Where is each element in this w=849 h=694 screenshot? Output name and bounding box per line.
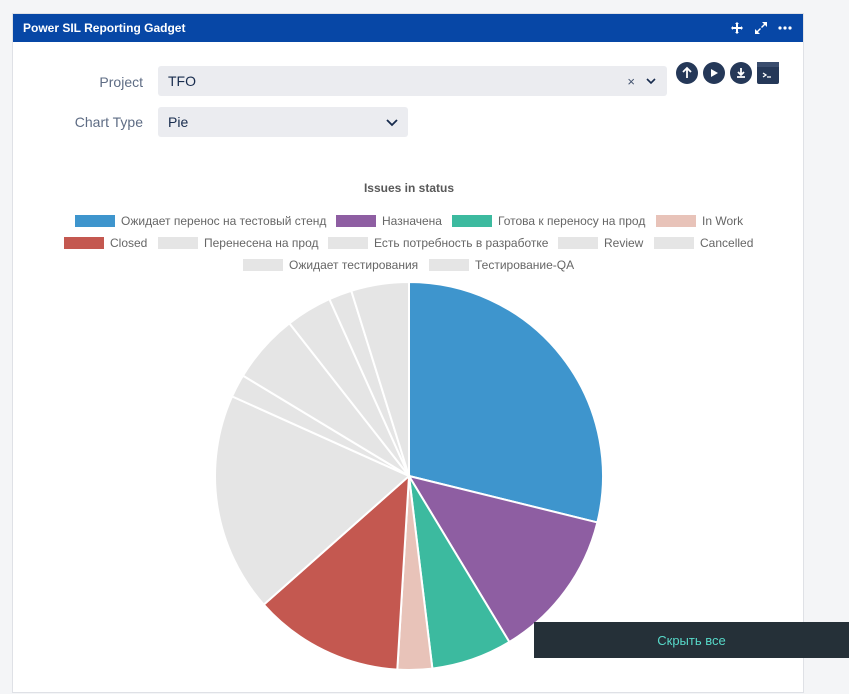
chart-title: Issues in status [363,181,455,195]
legend-item[interactable]: Назначена [336,214,442,228]
legend-label: Cancelled [700,236,754,250]
legend-label: Назначена [382,214,442,228]
legend-label: Ожидает перенос на тестовый стенд [121,214,327,228]
pie-slice[interactable] [287,297,410,477]
legend-item[interactable]: Ожидает перенос на тестовый стенд [75,214,326,228]
download-button[interactable] [730,62,752,84]
pie-slice[interactable] [406,474,599,644]
legend-swatch [158,237,198,249]
pie-slice[interactable] [408,475,511,670]
expand-icon[interactable] [753,20,769,36]
project-select[interactable]: TFO × [158,66,667,96]
chart-type-value: Pie [168,114,189,130]
gadget-title: Power SIL Reporting Gadget [23,21,186,35]
hide-all-button[interactable]: Скрыть все [534,622,849,658]
legend-swatch [328,237,368,249]
legend-item[interactable]: Closed [64,236,147,250]
legend-swatch [75,215,115,227]
hide-all-label: Скрыть все [657,632,726,648]
console-button[interactable] [757,62,779,84]
legend-label: Готова к переносу на прод [498,214,646,228]
move-icon[interactable] [729,20,745,36]
chart-type-select[interactable]: Pie [158,107,408,137]
legend-item[interactable]: Перенесена на прод [158,236,318,250]
legend-label: Тестирование-QA [475,258,575,272]
legend-label: Closed [110,236,148,250]
pie-slice[interactable] [328,289,410,477]
pie-slice[interactable] [396,475,434,671]
gadget-header: Power SIL Reporting Gadget [13,14,803,42]
legend-swatch [452,215,492,227]
chevron-down-icon[interactable] [645,75,657,87]
pie-slice[interactable] [214,395,411,607]
legend-item[interactable]: Review [558,236,643,250]
legend-label: Перенесена на прод [204,236,319,250]
pie-slice[interactable] [241,321,410,477]
legend-swatch [429,259,469,271]
legend-label: Есть потребность в разработке [374,236,549,250]
legend-swatch [656,215,696,227]
legend-label: Ожидает тестирования [289,258,419,272]
header-icons [729,20,793,36]
legend-swatch [64,237,104,249]
pie-slice[interactable] [230,374,410,477]
legend-item[interactable]: Есть потребность в разработке [328,236,548,250]
chart-type-label: Chart Type [74,114,143,130]
upload-button[interactable] [676,62,698,84]
legend-item[interactable]: Тестирование-QA [429,258,574,272]
legend-label: In Work [702,214,744,228]
legend-swatch [654,237,694,249]
legend-swatch [558,237,598,249]
more-icon[interactable] [777,20,793,36]
clear-icon[interactable]: × [627,73,635,89]
legend-item[interactable]: Ожидает тестирования [243,258,418,272]
pie-slice[interactable] [350,280,410,477]
project-label: Project [99,74,143,90]
pie-slice[interactable] [408,280,604,524]
legend-swatch [336,215,376,227]
pie-slice[interactable] [262,473,411,671]
run-button[interactable] [703,62,725,84]
chevron-down-icon[interactable] [386,116,398,128]
legend-item[interactable]: Готова к переносу на прод [452,214,645,228]
legend-item[interactable]: Cancelled [654,236,753,250]
legend-swatch [243,259,283,271]
project-value: TFO [168,73,196,89]
legend-label: Review [604,236,644,250]
gadget-panel: Power SIL Reporting Gadget Project TFO × [12,13,804,693]
legend-item[interactable]: In Work [656,214,743,228]
